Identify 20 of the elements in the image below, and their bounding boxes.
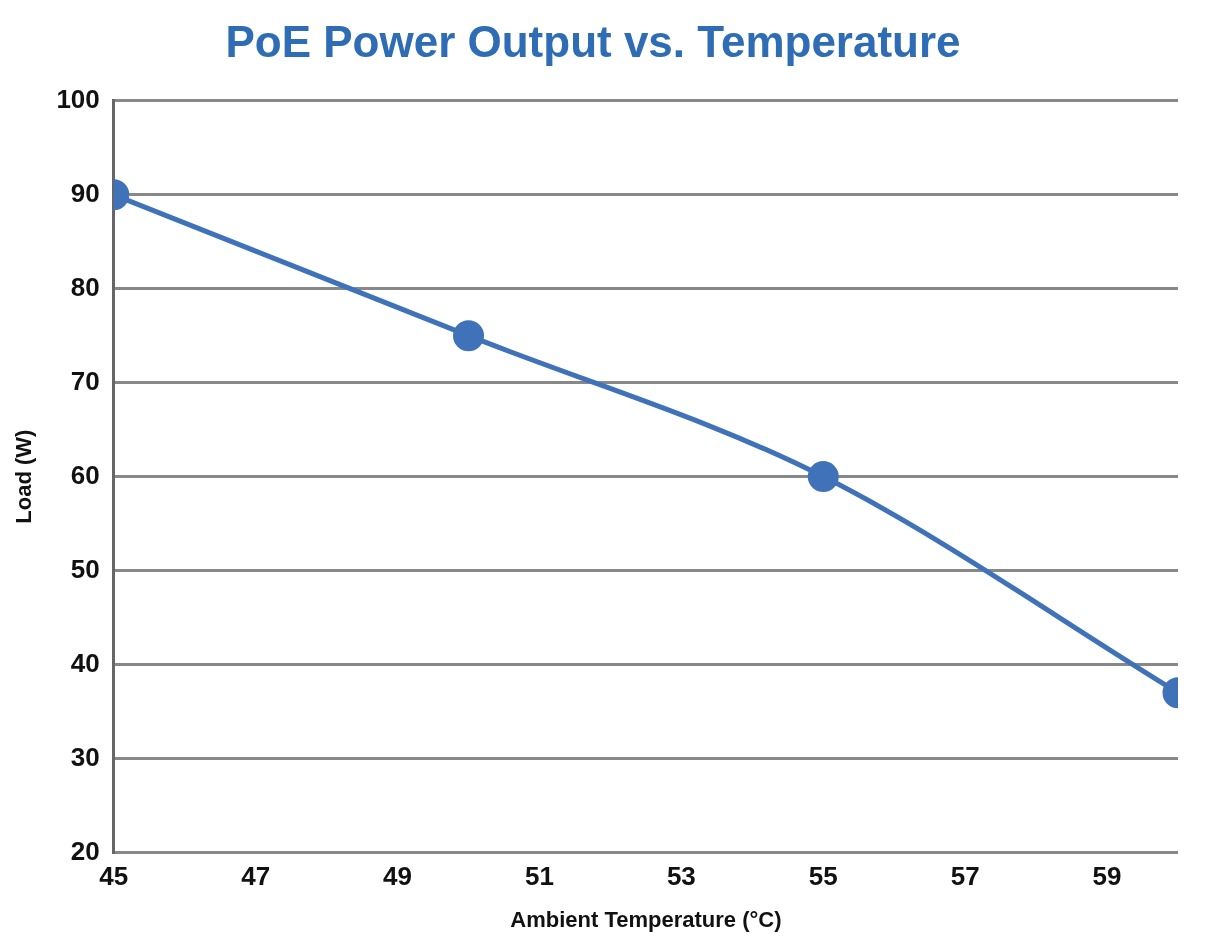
- y-tick-label: 50: [70, 553, 100, 584]
- y-tick-label: 90: [70, 177, 100, 208]
- chart-title: PoE Power Output vs. Temperature: [225, 16, 961, 66]
- x-tick-label: 51: [525, 861, 554, 892]
- x-tick-label: 57: [950, 861, 980, 892]
- y-tick-label: 30: [70, 741, 100, 772]
- x-axis-title: Ambient Temperature (°C): [510, 906, 782, 932]
- y-tick-label: 20: [70, 835, 100, 866]
- x-tick-label: 45: [99, 861, 129, 892]
- y-tick-label: 70: [70, 365, 100, 396]
- x-tick-label: 49: [383, 861, 413, 892]
- x-tick-label: 47: [241, 861, 271, 892]
- y-tick-label: 40: [70, 647, 100, 678]
- y-tick-label: 80: [70, 271, 100, 302]
- y-tick-label: 60: [70, 459, 100, 490]
- x-tick-label: 55: [808, 861, 838, 892]
- x-tick-label: 53: [666, 861, 696, 892]
- y-tick-label: 100: [56, 83, 100, 114]
- y-axis-title: Load (W): [11, 429, 37, 524]
- x-tick-label: 59: [1092, 861, 1122, 892]
